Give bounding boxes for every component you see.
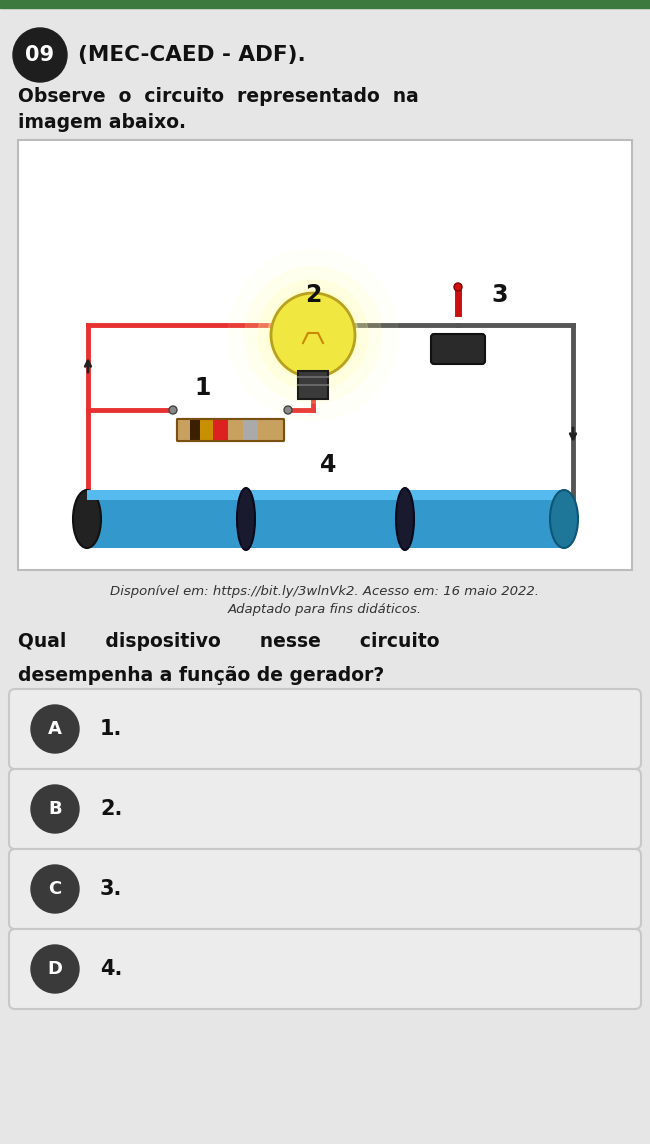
Circle shape: [31, 785, 79, 833]
Circle shape: [31, 865, 79, 913]
FancyBboxPatch shape: [177, 419, 284, 440]
Text: 1: 1: [195, 376, 211, 400]
Text: B: B: [48, 800, 62, 818]
Bar: [87, 490, 564, 500]
Text: 2.: 2.: [100, 799, 122, 819]
FancyBboxPatch shape: [9, 769, 641, 849]
Text: A: A: [48, 720, 62, 738]
Circle shape: [258, 280, 368, 390]
Text: 1.: 1.: [100, 718, 122, 739]
Circle shape: [454, 283, 462, 291]
Circle shape: [169, 406, 177, 414]
Ellipse shape: [550, 490, 578, 548]
Bar: [0, 0, 650, 8]
Text: 4: 4: [320, 453, 336, 477]
Circle shape: [284, 406, 292, 414]
FancyBboxPatch shape: [9, 689, 641, 769]
Text: 09: 09: [25, 45, 55, 65]
Bar: [18, 140, 632, 570]
Bar: [200, 420, 213, 440]
Text: 2: 2: [305, 283, 321, 307]
Circle shape: [228, 251, 398, 420]
Text: (MEC-CAED - ADF).: (MEC-CAED - ADF).: [78, 45, 306, 65]
Text: Observe  o  circuito  representado  na: Observe o circuito representado na: [18, 87, 419, 106]
Bar: [258, 420, 283, 440]
FancyBboxPatch shape: [431, 334, 485, 364]
Bar: [243, 420, 258, 440]
Ellipse shape: [237, 488, 255, 550]
Circle shape: [13, 27, 67, 82]
Text: C: C: [48, 880, 62, 898]
Text: imagem abaixo.: imagem abaixo.: [18, 112, 186, 132]
Text: 3: 3: [492, 283, 508, 307]
Text: 3.: 3.: [100, 879, 122, 899]
Circle shape: [245, 267, 381, 403]
Ellipse shape: [73, 490, 101, 548]
Text: Qual      dispositivo      nesse      circuito: Qual dispositivo nesse circuito: [18, 631, 439, 651]
Ellipse shape: [396, 488, 414, 550]
Circle shape: [31, 705, 79, 753]
Circle shape: [268, 289, 358, 380]
Circle shape: [271, 293, 355, 378]
FancyBboxPatch shape: [9, 929, 641, 1009]
Text: desempenha a função de gerador?: desempenha a função de gerador?: [18, 666, 384, 685]
Bar: [87, 490, 564, 548]
Bar: [298, 371, 328, 399]
Text: D: D: [47, 960, 62, 978]
Bar: [178, 420, 190, 440]
Text: Adaptado para fins didáticos.: Adaptado para fins didáticos.: [228, 603, 422, 615]
Text: Disponível em: https://bit.ly/3wlnVk2. Acesso em: 16 maio 2022.: Disponível em: https://bit.ly/3wlnVk2. A…: [111, 586, 540, 598]
FancyBboxPatch shape: [9, 849, 641, 929]
Text: 4.: 4.: [100, 959, 122, 979]
Bar: [190, 420, 200, 440]
Circle shape: [31, 945, 79, 993]
Bar: [228, 420, 243, 440]
Bar: [213, 420, 228, 440]
